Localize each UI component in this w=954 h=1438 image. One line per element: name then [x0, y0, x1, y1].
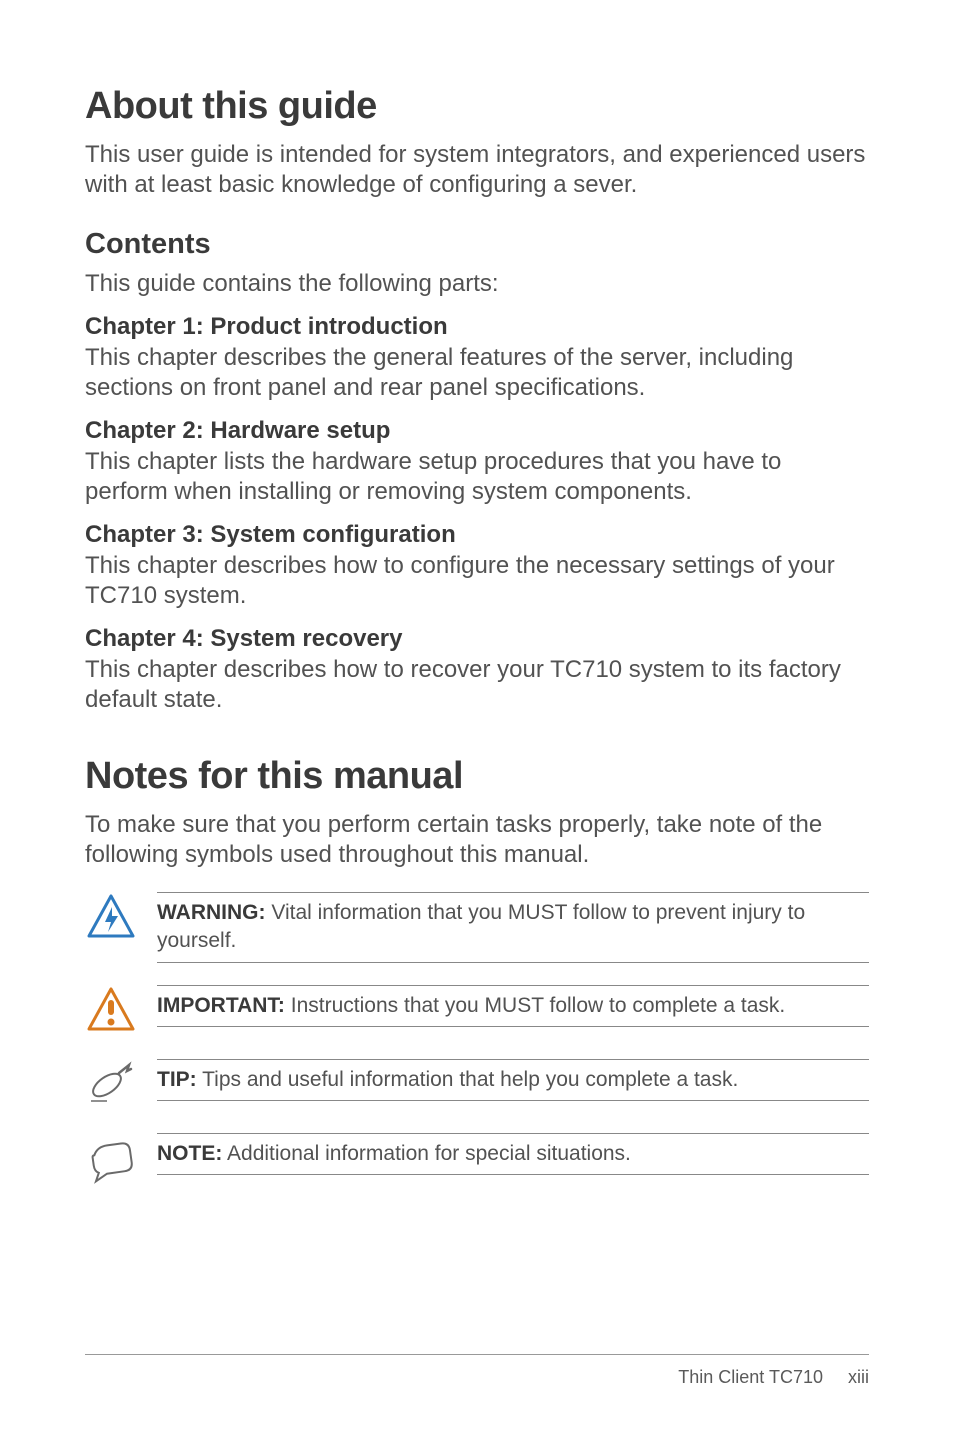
callout-tip: TIP: Tips and useful information that he… — [85, 1059, 869, 1111]
chapter-desc: This chapter describes the general featu… — [85, 343, 869, 403]
contents-intro: This guide contains the following parts: — [85, 269, 869, 299]
callout-label: NOTE: — [157, 1142, 222, 1165]
footer-product: Thin Client TC710 — [678, 1367, 823, 1387]
chapter-title: Chapter 2: Hardware setup — [85, 417, 869, 445]
note-icon — [85, 1133, 137, 1185]
callout-label: WARNING: — [157, 901, 266, 924]
contents-heading: Contents — [85, 228, 869, 261]
main-content: About this guide This user guide is inte… — [85, 85, 869, 1354]
callout-text: TIP: Tips and useful information that he… — [157, 1066, 869, 1094]
about-intro: This user guide is intended for system i… — [85, 140, 869, 200]
callout-body: Additional information for special situa… — [222, 1142, 631, 1165]
callout-label: TIP: — [157, 1068, 197, 1091]
warning-icon — [85, 892, 137, 944]
chapter-desc: This chapter describes how to recover yo… — [85, 655, 869, 715]
tip-icon — [85, 1059, 137, 1111]
chapter-title: Chapter 1: Product introduction — [85, 313, 869, 341]
notes-heading: Notes for this manual — [85, 755, 869, 798]
callout-note: NOTE: Additional information for special… — [85, 1133, 869, 1185]
callout-text-wrapper: TIP: Tips and useful information that he… — [157, 1059, 869, 1101]
chapter-title: Chapter 3: System configuration — [85, 521, 869, 549]
important-icon — [85, 985, 137, 1037]
callout-body: Instructions that you MUST follow to com… — [285, 994, 785, 1017]
callout-label: IMPORTANT: — [157, 994, 285, 1017]
callout-text-wrapper: WARNING: Vital information that you MUST… — [157, 892, 869, 963]
callout-section: WARNING: Vital information that you MUST… — [85, 892, 869, 1185]
callout-text: NOTE: Additional information for special… — [157, 1140, 869, 1168]
callout-warning: WARNING: Vital information that you MUST… — [85, 892, 869, 963]
notes-intro: To make sure that you perform certain ta… — [85, 810, 869, 870]
chapter-desc: This chapter lists the hardware setup pr… — [85, 447, 869, 507]
callout-text-wrapper: NOTE: Additional information for special… — [157, 1133, 869, 1175]
callout-important: IMPORTANT: Instructions that you MUST fo… — [85, 985, 869, 1037]
callout-text: WARNING: Vital information that you MUST… — [157, 899, 869, 956]
callout-text: IMPORTANT: Instructions that you MUST fo… — [157, 992, 869, 1020]
callout-text-wrapper: IMPORTANT: Instructions that you MUST fo… — [157, 985, 869, 1027]
footer-page-number: xiii — [848, 1367, 869, 1387]
about-heading: About this guide — [85, 85, 869, 128]
chapter-desc: This chapter describes how to configure … — [85, 551, 869, 611]
page-footer: Thin Client TC710 xiii — [85, 1354, 869, 1388]
chapter-title: Chapter 4: System recovery — [85, 625, 869, 653]
callout-body: Tips and useful information that help yo… — [197, 1068, 739, 1091]
